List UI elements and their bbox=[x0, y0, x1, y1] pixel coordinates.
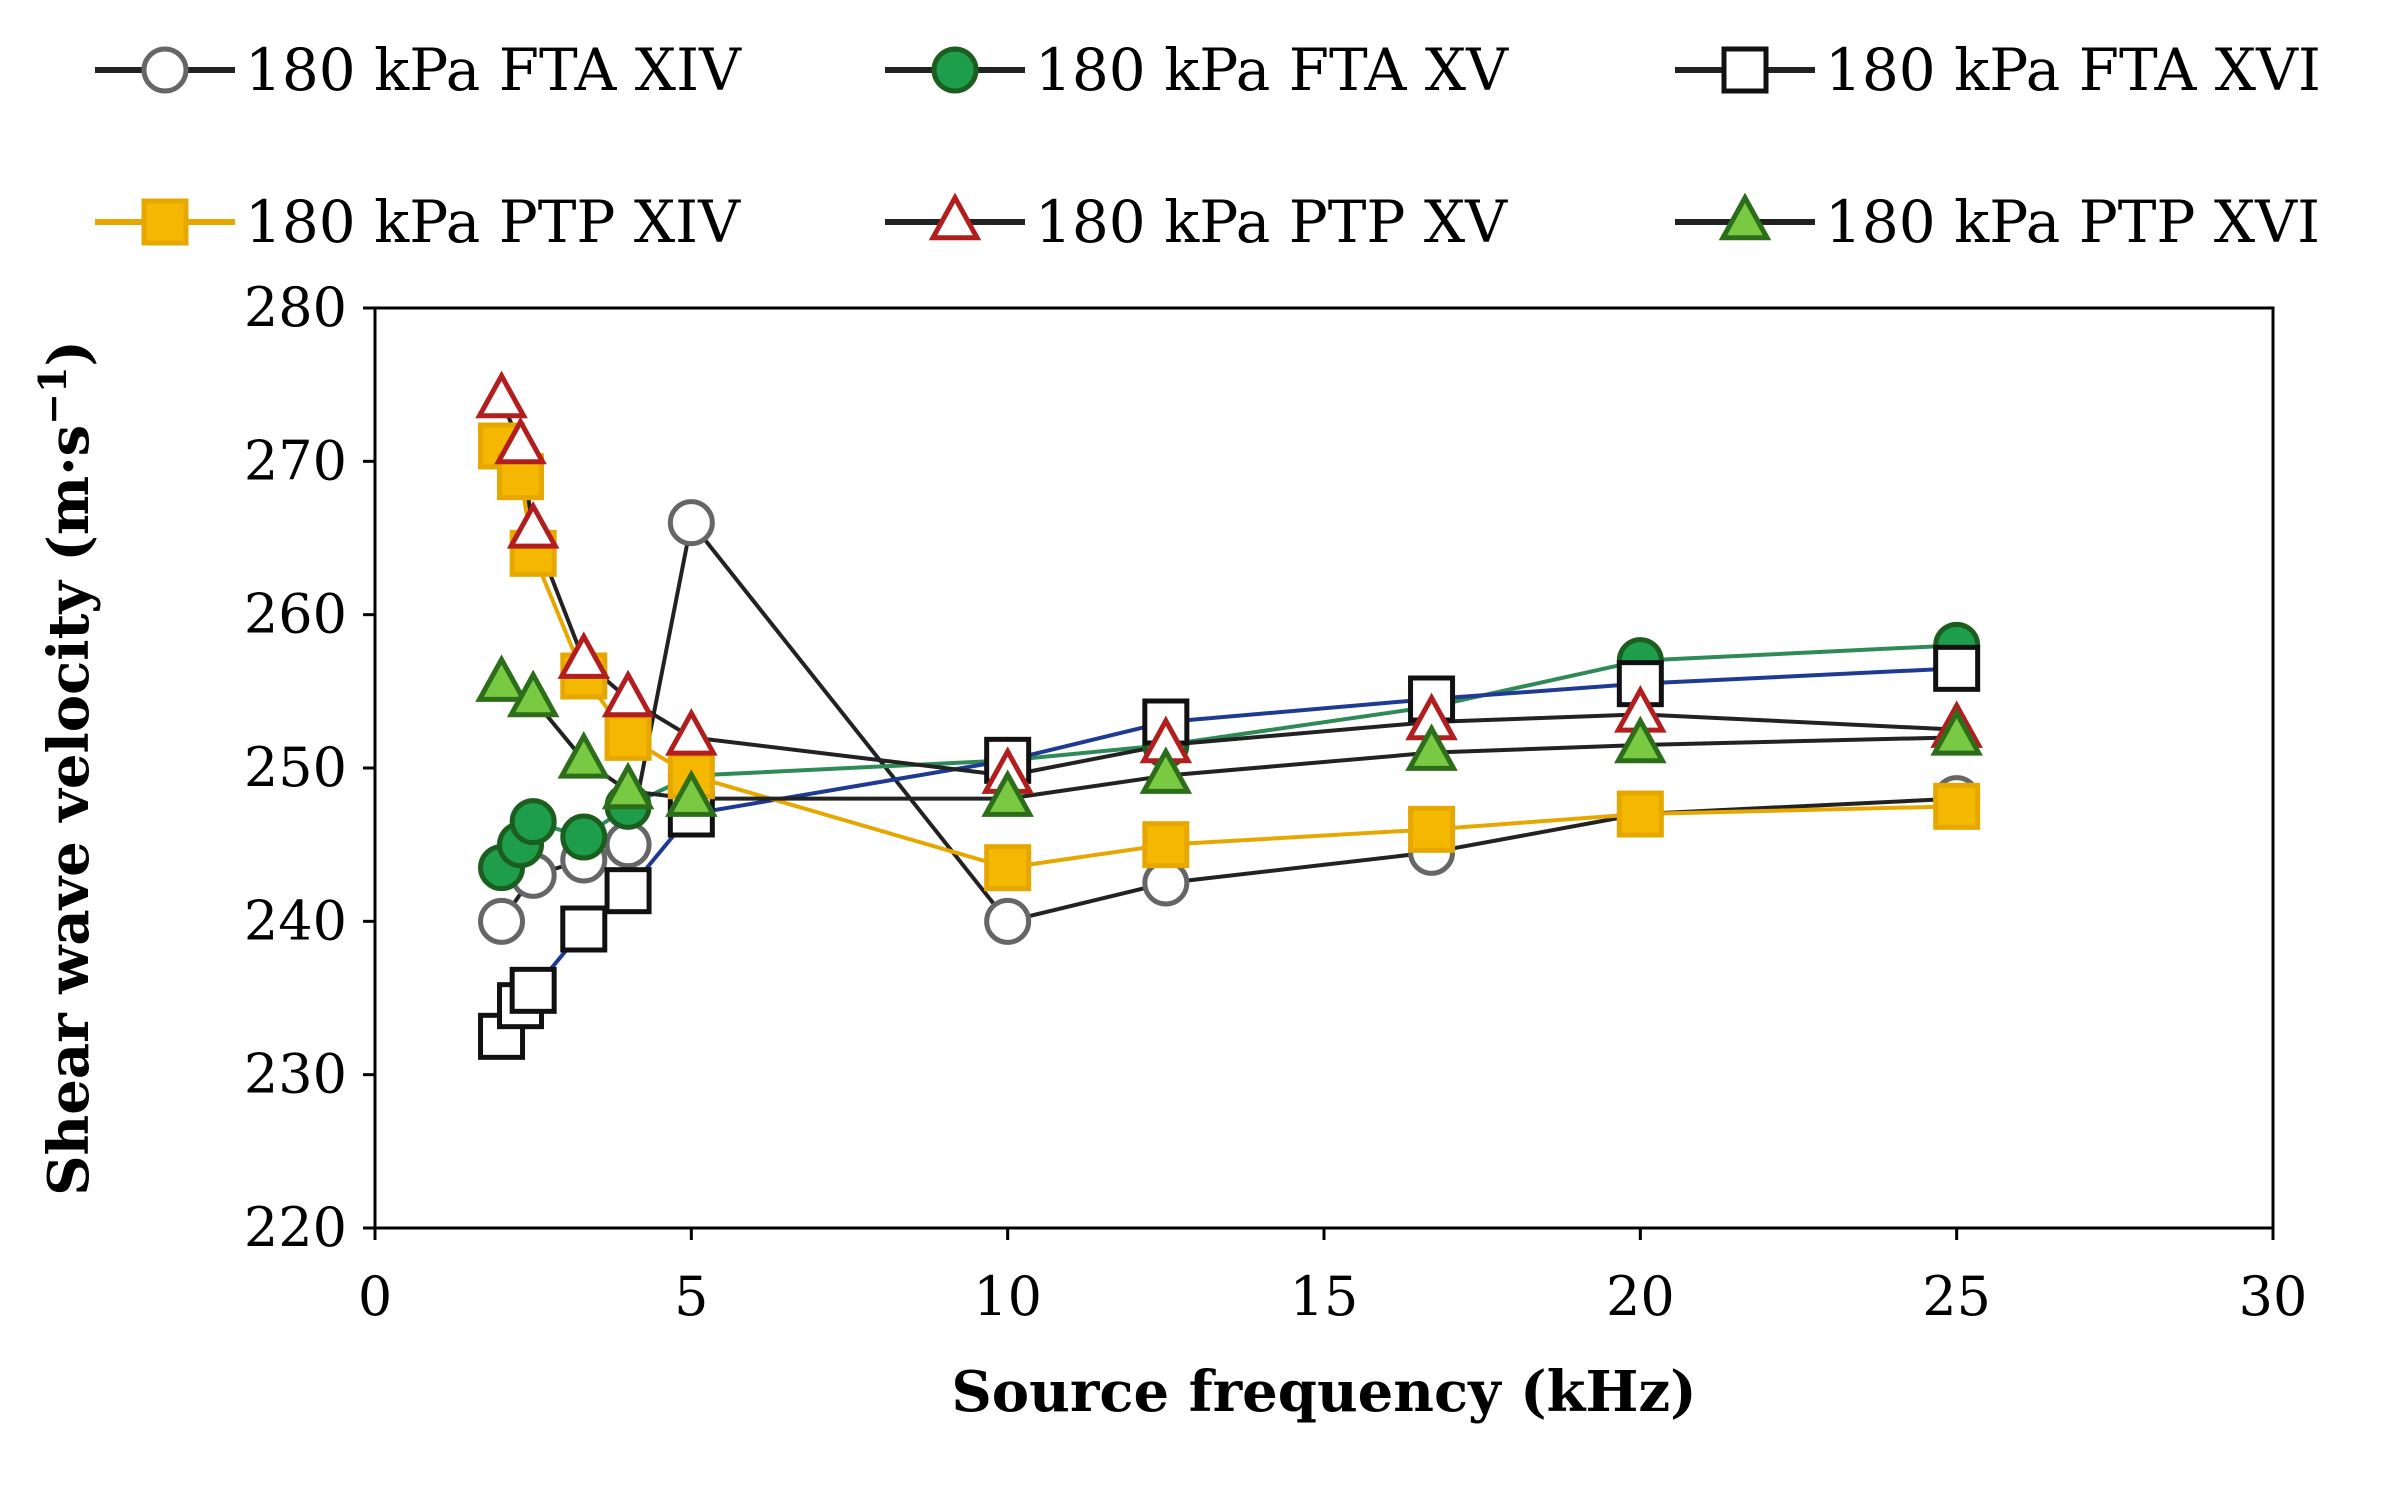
y-tick-label: 280 bbox=[244, 276, 347, 339]
y-tick-label: 230 bbox=[244, 1043, 347, 1106]
y-tick-label: 220 bbox=[244, 1196, 347, 1259]
x-tick-label: 20 bbox=[1606, 1265, 1675, 1328]
legend: 180 kPa FTA XIV 180 kPa FTA XV 180 kPa FTA… bbox=[95, 36, 2321, 256]
x-axis-ticks: 0 5 10 15 20 25 30 bbox=[358, 1228, 2308, 1328]
data-point-180-kpa-fta-xiv bbox=[1142, 859, 1190, 907]
plot-area bbox=[373, 306, 2275, 1230]
legend-marker bbox=[928, 192, 982, 241]
data-point-180-kpa-ptp-xiv bbox=[604, 713, 652, 761]
x-tick-label: 5 bbox=[674, 1265, 708, 1328]
x-tick-label: 15 bbox=[1290, 1265, 1359, 1328]
series-line-180-kpa-fta-xvi bbox=[499, 666, 1957, 1038]
legend-label: 180 kPa FTA XV bbox=[1035, 36, 1509, 104]
series-markers bbox=[475, 370, 1983, 1060]
data-point-180-kpa-ptp-xiv bbox=[1408, 805, 1456, 853]
data-point-180-kpa-ptp-xvi bbox=[601, 761, 655, 810]
legend-label: 180 kPa FTA XIV bbox=[245, 36, 742, 104]
data-point-180-kpa-fta-xv bbox=[560, 813, 608, 861]
data-point-180-kpa-ptp-xvi bbox=[506, 669, 560, 718]
y-axis-title: Shear wave velocity (m·s−1) bbox=[30, 340, 103, 1196]
data-point-180-kpa-ptp-xv bbox=[601, 669, 655, 718]
y-axis-title-main: Shear wave velocity (m·s bbox=[36, 425, 102, 1196]
data-point-180-kpa-ptp-xiv bbox=[984, 844, 1032, 892]
data-point-180-kpa-fta-xv bbox=[509, 798, 557, 846]
series-line-180-kpa-ptp-xv bbox=[499, 399, 1957, 778]
y-tick-label: 250 bbox=[244, 736, 347, 799]
data-point-180-kpa-ptp-xvi bbox=[475, 654, 528, 702]
data-point-180-kpa-ptp-xv bbox=[557, 631, 611, 679]
legend-marker bbox=[1718, 192, 1772, 241]
legend-label: 180 kPa PTP XVI bbox=[1825, 188, 2320, 256]
legend-marker bbox=[931, 46, 979, 94]
data-point-180-kpa-fta-xvi bbox=[604, 867, 652, 915]
legend-marker bbox=[141, 198, 189, 246]
legend-entry-180-kpa-ptp-xv: 180 kPa PTP XV bbox=[885, 188, 1508, 256]
y-tick-label: 240 bbox=[244, 889, 347, 952]
y-axis-title-close: ) bbox=[36, 340, 102, 367]
y-tick-label: 270 bbox=[244, 429, 347, 492]
x-tick-label: 25 bbox=[1922, 1265, 1991, 1328]
legend-marker bbox=[141, 46, 189, 94]
y-tick-label: 260 bbox=[244, 583, 347, 646]
data-point-180-kpa-fta-xiv bbox=[984, 897, 1032, 945]
data-point-180-kpa-fta-xiv bbox=[604, 821, 652, 869]
y-axis-title-superscript: −1 bbox=[30, 367, 75, 425]
data-point-180-kpa-ptp-xv bbox=[506, 501, 560, 549]
data-point-180-kpa-ptp-xiv bbox=[1142, 821, 1190, 869]
data-point-180-kpa-ptp-xvi bbox=[1614, 715, 1667, 764]
legend-label: 180 kPa PTP XV bbox=[1035, 188, 1508, 256]
x-tick-label: 30 bbox=[2239, 1265, 2308, 1328]
data-point-180-kpa-ptp-xiv bbox=[1616, 790, 1664, 838]
data-point-180-kpa-ptp-xvi bbox=[981, 769, 1034, 817]
legend-entry-180-kpa-fta-xiv: 180 kPa FTA XIV bbox=[95, 36, 742, 104]
legend-entry-180-kpa-fta-xvi: 180 kPa FTA XVI bbox=[1675, 36, 2321, 104]
series-line-180-kpa-ptp-xvi bbox=[500, 681, 1957, 801]
data-point-180-kpa-ptp-xiv bbox=[1933, 782, 1981, 830]
series-lines bbox=[499, 399, 1957, 1038]
data-point-180-kpa-ptp-xvi bbox=[665, 769, 718, 817]
legend-marker bbox=[1721, 46, 1769, 94]
legend-entry-180-kpa-ptp-xiv: 180 kPa PTP XIV bbox=[95, 188, 741, 256]
legend-entry-180-kpa-ptp-xvi: 180 kPa PTP XVI bbox=[1675, 188, 2320, 256]
legend-label: 180 kPa PTP XIV bbox=[245, 188, 741, 256]
data-point-180-kpa-fta-xiv bbox=[478, 897, 526, 945]
x-tick-label: 0 bbox=[358, 1265, 392, 1328]
data-point-180-kpa-ptp-xvi bbox=[1930, 708, 1983, 756]
y-axis-ticks: 220 230 240 250 260 270 280 bbox=[244, 276, 375, 1259]
data-point-180-kpa-fta-xvi bbox=[560, 905, 608, 953]
data-point-180-kpa-ptp-xvi bbox=[1405, 723, 1458, 771]
data-point-180-kpa-ptp-xvi bbox=[557, 731, 611, 779]
data-point-180-kpa-ptp-xv bbox=[475, 370, 528, 419]
x-tick-label: 10 bbox=[973, 1265, 1042, 1328]
data-point-180-kpa-ptp-xvi bbox=[1139, 746, 1193, 794]
data-point-180-kpa-fta-xiv bbox=[667, 499, 715, 547]
data-point-180-kpa-ptp-xv bbox=[494, 416, 547, 465]
legend-label: 180 kPa FTA XVI bbox=[1825, 36, 2321, 104]
data-point-180-kpa-fta-xvi bbox=[1933, 644, 1981, 692]
plot-frame bbox=[373, 306, 2275, 1230]
x-axis-title: Source frequency (kHz) bbox=[951, 1359, 1696, 1425]
series-line-180-kpa-fta-xiv bbox=[499, 520, 1957, 924]
legend-entry-180-kpa-fta-xv: 180 kPa FTA XV bbox=[885, 36, 1509, 104]
data-point-180-kpa-ptp-xv bbox=[665, 708, 718, 756]
data-point-180-kpa-fta-xvi bbox=[509, 966, 557, 1014]
